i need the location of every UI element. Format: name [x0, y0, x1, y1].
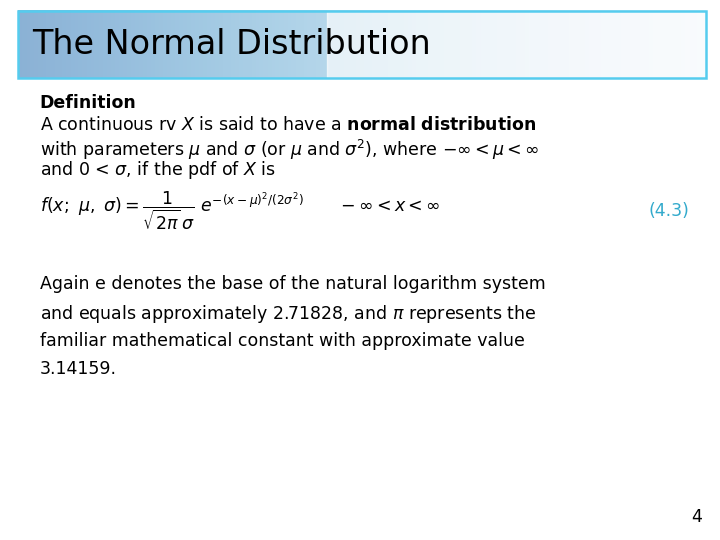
Text: $f(x;\ \mu,\ \sigma) = \dfrac{1}{\sqrt{2\pi}\,\sigma}\ e^{-(x-\mu)^2/(2\sigma^2): $f(x;\ \mu,\ \sigma) = \dfrac{1}{\sqrt{2… — [40, 190, 440, 232]
Text: (4.3): (4.3) — [649, 201, 690, 220]
Text: 3.14159.: 3.14159. — [40, 360, 117, 377]
Bar — [328, 11, 706, 78]
Text: 4: 4 — [691, 509, 702, 526]
Text: Definition: Definition — [40, 94, 136, 112]
Text: and 0 < $\sigma$, if the pdf of $\mathit{X}$ is: and 0 < $\sigma$, if the pdf of $\mathit… — [40, 159, 276, 181]
Text: familiar mathematical constant with approximate value: familiar mathematical constant with appr… — [40, 332, 524, 349]
Text: and equals approximately 2.71828, and $\pi$ represents the: and equals approximately 2.71828, and $\… — [40, 303, 536, 326]
Text: with parameters $\mu$ and $\sigma$ (or $\mu$ and $\sigma^2$), where $-\infty < \: with parameters $\mu$ and $\sigma$ (or $… — [40, 138, 539, 162]
Text: Again e denotes the base of the natural logarithm system: Again e denotes the base of the natural … — [40, 275, 545, 293]
Text: A continuous rv $\mathit{X}$ is said to have a $\mathbf{normal\ distribution}$: A continuous rv $\mathit{X}$ is said to … — [40, 116, 536, 134]
Text: The Normal Distribution: The Normal Distribution — [32, 28, 431, 61]
